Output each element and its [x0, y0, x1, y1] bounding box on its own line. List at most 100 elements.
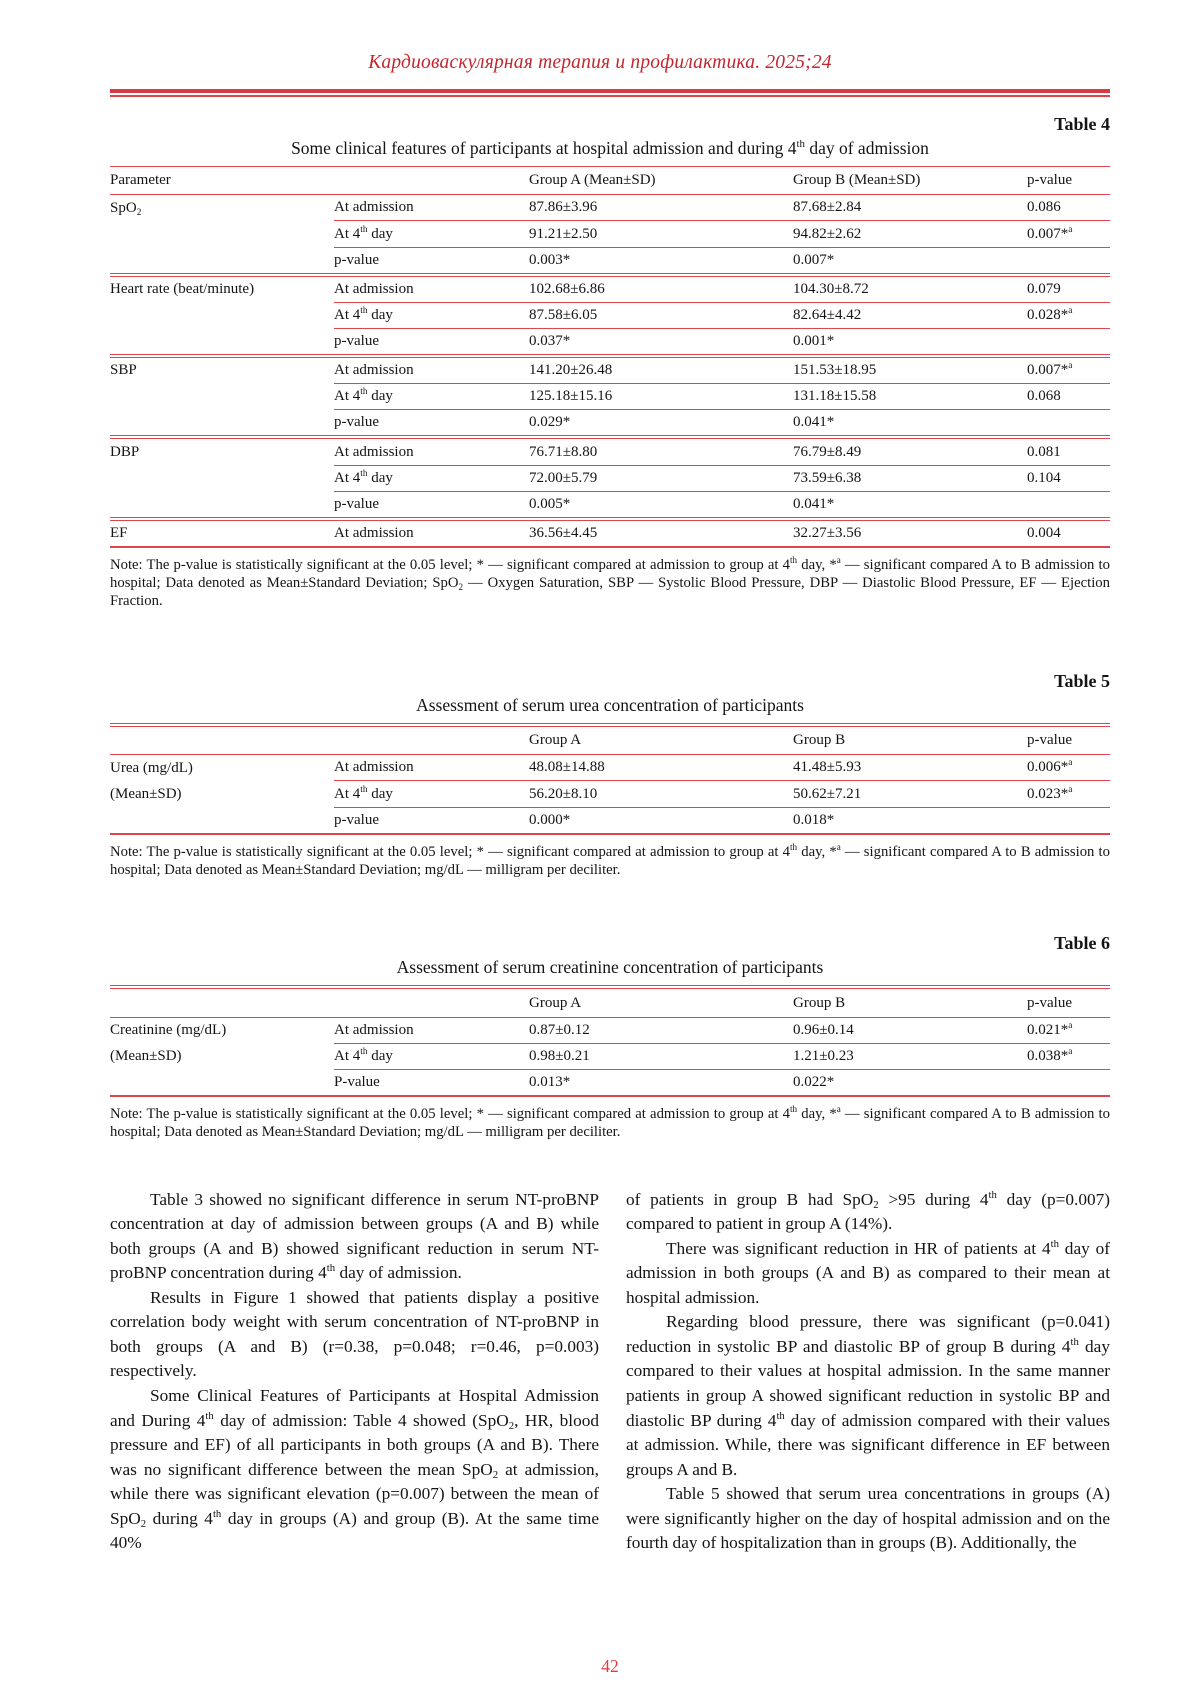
table-cell	[1027, 807, 1110, 834]
header-double-rule	[110, 89, 1110, 97]
body-text: Table 3 showed no significant difference…	[110, 1188, 1110, 1556]
header-rule-thick-line	[110, 89, 1110, 93]
body-right-column: of patients in group B had SpO2 >95 duri…	[626, 1188, 1110, 1556]
table-row: At 4th day 91.21±2.50 94.82±2.62 0.007*a	[110, 220, 1110, 248]
table-cell: At 4th day	[334, 1043, 529, 1071]
table-row: p-value 0.005* 0.041*	[110, 491, 1110, 521]
table-cell: p-value	[334, 328, 529, 358]
table-cell: 0.005*	[529, 491, 793, 521]
body-paragraph: of patients in group B had SpO2 >95 duri…	[626, 1188, 1110, 1234]
table4-col-header: Group A (Mean±SD)	[529, 165, 793, 196]
table-cell: 82.64±4.42	[793, 302, 1027, 329]
table-cell: 0.023*a	[1027, 780, 1110, 808]
table-cell: P-value	[334, 1074, 380, 1091]
table-cell: 94.82±2.62	[793, 220, 1027, 248]
table6-col-header: Group A	[529, 985, 793, 1018]
table5-col-header: p-value	[1027, 722, 1110, 756]
table-cell: 76.71±8.80	[529, 437, 793, 466]
table-cell: p-value	[334, 811, 379, 828]
table-cell: 0.000*	[529, 811, 571, 828]
table-cell: 0.018*	[793, 811, 835, 828]
page-number: 42	[601, 1655, 619, 1676]
table5-col-header	[110, 722, 334, 756]
table-cell: 87.58±6.05	[529, 302, 793, 329]
table-cell: At admission	[334, 754, 529, 782]
table4-header-row: Parameter Group A (Mean±SD) Group B (Mea…	[110, 165, 1110, 196]
table6-col-header	[110, 985, 334, 1018]
table-row: SBP At admission 141.20±26.48 151.53±18.95 0…	[110, 356, 1110, 385]
table-cell: 0.96±0.14	[793, 1017, 1027, 1044]
table4-col-header: Group B (Mean±SD)	[793, 165, 1027, 196]
table-cell: At admission	[334, 356, 529, 385]
table-cell: 0.013*	[529, 1074, 571, 1091]
table-cell: 125.18±15.16	[529, 383, 793, 411]
table5-col-header: Group B	[793, 722, 1027, 756]
table4-note: Note: The p-value is statistically signi…	[110, 554, 1110, 610]
table-cell: 0.007*	[793, 247, 1027, 277]
table5-block: Table 5 Assessment of serum urea concent…	[110, 671, 1110, 880]
table-cell	[110, 247, 334, 277]
table-cell: 32.27±3.56	[793, 524, 862, 541]
table-cell: At admission	[334, 1017, 529, 1044]
table-cell	[1027, 409, 1110, 440]
table-row: Creatinine (mg/dL) At admission 0.87±0.12 0…	[110, 1017, 1110, 1044]
table-cell: 36.56±4.45	[529, 524, 598, 541]
table-cell	[110, 1070, 334, 1097]
table-cell: 104.30±8.72	[793, 274, 1027, 303]
table-cell: 102.68±6.86	[529, 274, 793, 303]
table-cell	[110, 491, 334, 521]
table-cell	[1027, 247, 1110, 277]
table6-caption: Assessment of serum creatinine concentra…	[396, 957, 824, 978]
table-cell: 73.59±6.38	[793, 465, 1027, 492]
table-cell: 56.20±8.10	[529, 780, 793, 808]
body-paragraph: There was significant reduction in HR of…	[626, 1237, 1110, 1307]
table6-note: Note: The p-value is statistically signi…	[110, 1104, 1110, 1141]
table-cell: SBP	[110, 362, 137, 379]
table-row: Heart rate (beat/minute) At admission 102.…	[110, 274, 1110, 303]
table-cell: 0.081	[1027, 437, 1110, 466]
table5-col-header	[334, 722, 529, 756]
table-cell: 48.08±14.88	[529, 754, 793, 782]
table-cell: At 4th day	[334, 383, 529, 411]
table-row: p-value 0.000* 0.018*	[110, 807, 1110, 834]
table-cell	[1027, 1070, 1110, 1097]
table-cell: At admission	[334, 194, 529, 222]
table-cell: 0.079	[1027, 274, 1110, 303]
table-cell: 72.00±5.79	[529, 465, 793, 492]
table-row: EF At admission 36.56±4.45 32.27±3.56 0.004	[110, 519, 1110, 547]
table-cell: 0.021*a	[1027, 1017, 1110, 1044]
table6-header-row: Group A Group B p-value	[110, 985, 1110, 1018]
table-cell: 0.87±0.12	[529, 1017, 793, 1044]
table-row: At 4th day 87.58±6.05 82.64±4.42 0.028*a	[110, 302, 1110, 329]
table-cell: At admission	[334, 274, 529, 303]
table5-label: Table 5	[1054, 670, 1110, 691]
table-cell: 0.068	[1027, 383, 1110, 411]
table-cell	[110, 302, 334, 328]
table-cell: 0.086	[1027, 194, 1110, 222]
table-cell: 1.21±0.23	[793, 1043, 1027, 1071]
page-content: Table 4 Some clinical features of partic…	[110, 114, 1110, 1677]
table-cell: 87.68±2.84	[793, 194, 1027, 222]
table-cell: 50.62±7.21	[793, 780, 1027, 808]
table-row: p-value 0.003* 0.007*	[110, 247, 1110, 277]
table-cell: 0.038*a	[1027, 1043, 1110, 1071]
table-cell: 0.104	[1027, 465, 1110, 492]
table-cell: SpO2	[110, 199, 142, 218]
table-cell: 0.022*	[793, 1074, 835, 1091]
table4-label: Table 4	[1054, 113, 1110, 134]
table-cell: EF	[110, 524, 128, 541]
body-paragraph: Table 5 showed that serum urea concentra…	[626, 1484, 1110, 1553]
table-cell	[110, 328, 334, 358]
table-cell	[110, 221, 334, 247]
table-cell: Creatinine (mg/dL)	[110, 1022, 227, 1039]
table-cell: At 4th day	[334, 302, 529, 329]
table-cell: p-value	[334, 247, 529, 277]
table-cell: 0.001*	[793, 328, 1027, 358]
table-cell	[110, 384, 334, 410]
header-rule-thin-line	[110, 95, 1110, 97]
table6-col-header: Group B	[793, 985, 1027, 1018]
table-row: DBP At admission 76.71±8.80 76.79±8.49 0.081	[110, 437, 1110, 466]
table-row: (Mean±SD) At 4th day 56.20±8.10 50.62±7.21 0…	[110, 780, 1110, 808]
table-cell: 0.029*	[529, 409, 793, 440]
table4-block: Table 4 Some clinical features of partic…	[110, 114, 1110, 611]
